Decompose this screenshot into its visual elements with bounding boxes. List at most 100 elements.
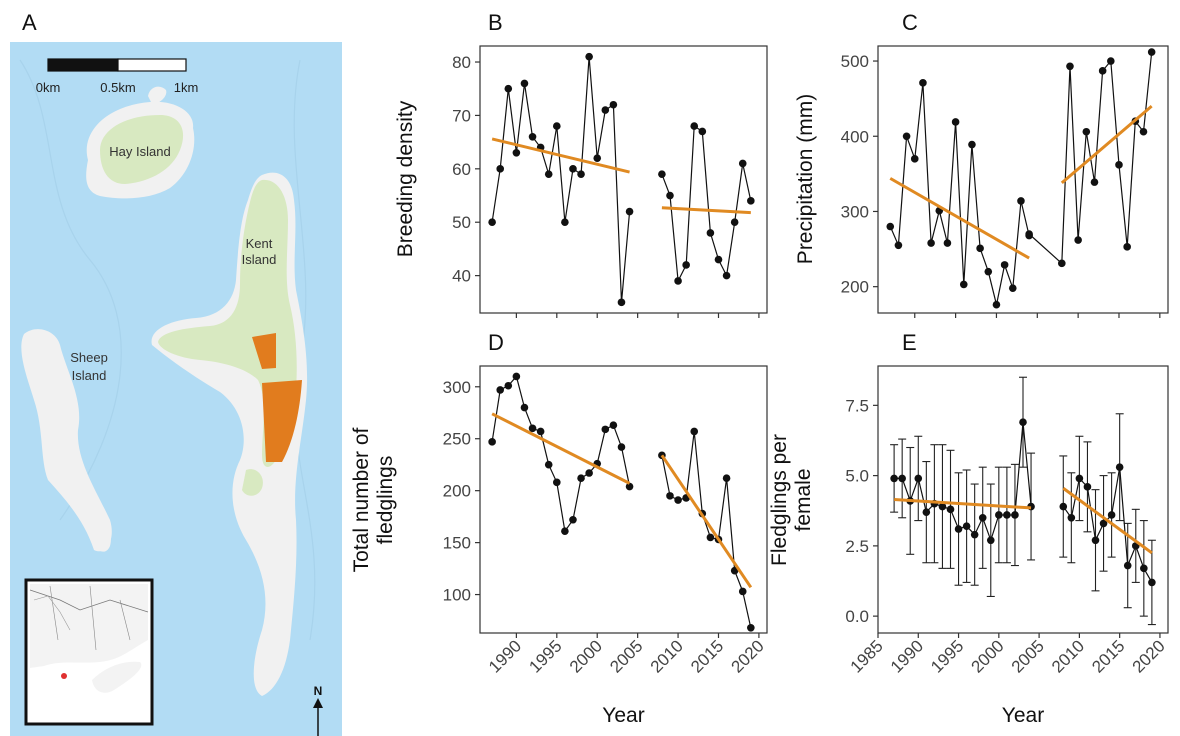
plot-frame: [479, 45, 768, 314]
data-point: [747, 197, 755, 205]
data-point: [1017, 197, 1025, 205]
trend-line: [491, 137, 630, 174]
data-point: [927, 239, 935, 247]
trend-line: [660, 454, 753, 589]
data-point: [722, 474, 731, 483]
data-point: [561, 218, 569, 227]
x-tick-label: 1990: [887, 636, 927, 676]
trend-line: [661, 206, 751, 215]
data-point: [682, 261, 690, 269]
y-axis-label: Precipitation (mm): [794, 94, 817, 264]
data-point: [995, 511, 1003, 519]
kent-island-vegetation-patch: [242, 469, 263, 496]
data-point: [738, 159, 747, 168]
plot-frame: [877, 45, 1169, 314]
label-hay-island: Hay Island: [109, 144, 170, 159]
trend-line: [894, 498, 1032, 510]
x-tick-label: 2000: [967, 636, 1007, 676]
data-point: [666, 191, 674, 200]
study-plot-north: [252, 333, 276, 369]
data-point: [1074, 236, 1082, 244]
hay-island-islet: [148, 86, 167, 104]
data-point: [943, 239, 952, 247]
y-tick-label: 150: [443, 534, 471, 553]
data-point: [593, 154, 602, 162]
data-point: [890, 474, 898, 483]
data-point: [577, 474, 585, 483]
data-point: [946, 505, 955, 514]
data-point: [690, 427, 699, 436]
chart-panel-c: C 200 300 400 500 Precipitation (mm): [794, 10, 1169, 318]
label-kent-island-line2: Island: [242, 252, 277, 267]
x-tick-label: 2010: [647, 636, 687, 676]
y-axis-label: fledglings: [374, 456, 397, 545]
data-point: [658, 170, 666, 178]
data-point: [601, 106, 610, 114]
panel-label: C: [902, 10, 918, 35]
data-point: [1066, 62, 1074, 71]
data-point: [488, 438, 496, 446]
y-axis-label: Total number of: [350, 427, 373, 572]
chart-panel-d: D 100 150 200 250 300 1990 1995 2000 2005 2010 2015…: [350, 330, 768, 727]
scale-bar: 0km 0.5km 1km: [36, 58, 198, 95]
data-point: [886, 222, 895, 231]
data-point: [544, 460, 553, 469]
data-point: [512, 372, 521, 381]
y-tick-label: 50: [452, 213, 471, 232]
sheep-island-land: [21, 329, 112, 552]
x-tick-label: 2010: [1048, 636, 1088, 676]
data-point: [577, 170, 585, 178]
data-point: [553, 122, 561, 130]
map-panel: A Hay Island Kent Island Sheep Island 0k…: [10, 10, 342, 736]
study-plot-south: [262, 380, 302, 462]
data-point: [730, 218, 739, 227]
data-point: [1058, 259, 1066, 268]
data-point: [625, 482, 634, 491]
x-axis-label: Year: [1002, 704, 1044, 727]
y-tick-label: 80: [452, 53, 471, 72]
data-point: [690, 122, 699, 130]
panel-label: E: [902, 330, 917, 355]
data-point: [674, 496, 682, 504]
data-point: [1107, 57, 1115, 65]
x-tick-label: 2020: [728, 636, 768, 676]
data-point: [747, 624, 755, 632]
trend-line: [1060, 105, 1153, 185]
data-point: [512, 149, 521, 157]
data-point: [1059, 502, 1068, 511]
y-tick-label: 2.5: [845, 537, 869, 556]
data-point: [1147, 48, 1156, 56]
x-tick-label: 1985: [847, 636, 887, 676]
chart-panel-b: B 40 50 60 70 80 Breeding density: [394, 10, 768, 318]
chart-panel-e: E 0.0 2.5 5.0 7.5 1985 1990 1995 2000 2005 2010 201…: [768, 330, 1169, 727]
data-point: [1123, 561, 1132, 570]
x-tick-label: 2005: [1008, 636, 1048, 676]
x-tick-label: 2005: [606, 636, 646, 676]
data-point: [625, 207, 634, 216]
data-point: [1115, 161, 1123, 169]
data-point: [496, 165, 505, 173]
inset-location-marker: [61, 673, 67, 679]
data-point: [496, 386, 505, 394]
inset-map: [24, 578, 154, 726]
y-tick-label: 5.0: [845, 467, 869, 486]
data-point: [536, 427, 545, 436]
data-point: [986, 536, 995, 545]
x-axis-label: Year: [602, 704, 644, 727]
data-point: [738, 587, 747, 596]
x-tick-label: 1995: [927, 636, 967, 676]
plot-frame: [479, 365, 768, 634]
data-point: [1139, 127, 1148, 136]
data-point: [970, 530, 979, 539]
y-tick-label: 300: [443, 378, 471, 397]
data-point: [569, 165, 577, 173]
data-point: [544, 170, 553, 178]
y-axis-label: Breeding density: [394, 100, 417, 257]
y-tick-label: 7.5: [845, 396, 869, 415]
x-tick-label: 2015: [1088, 636, 1128, 676]
y-tick-label: 500: [841, 52, 869, 71]
data-point: [561, 527, 569, 535]
y-tick-label: 250: [443, 430, 471, 449]
x-tick-label: 1990: [485, 636, 525, 676]
data-point: [1025, 230, 1033, 238]
